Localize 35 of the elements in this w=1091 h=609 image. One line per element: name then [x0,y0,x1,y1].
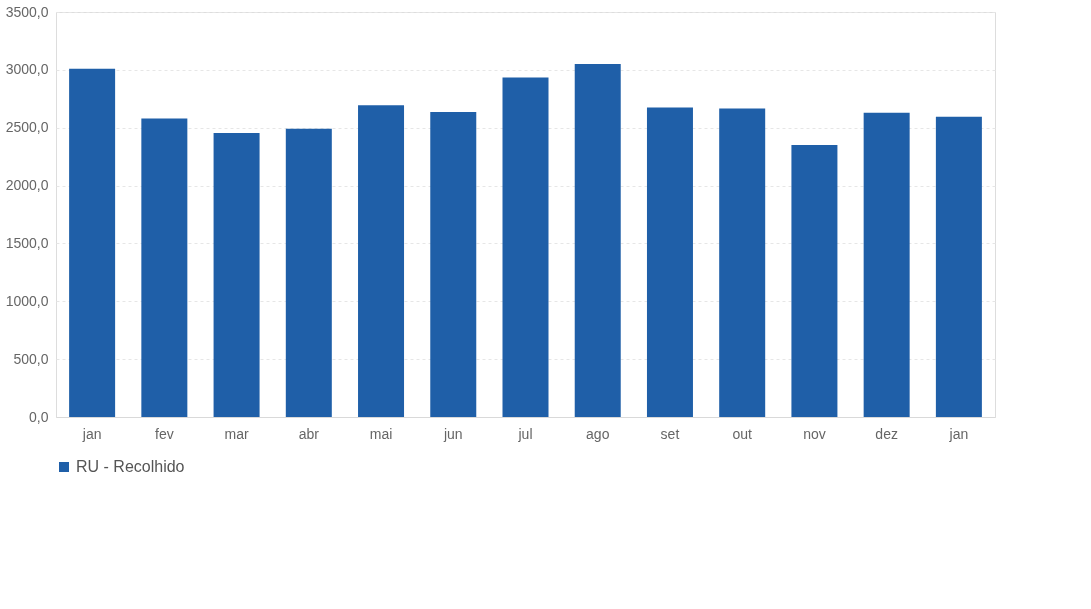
x-tick-label: jan [81,425,102,442]
x-tick-label: jul [517,425,533,442]
bar [141,118,188,417]
x-tick-label: fev [155,425,174,442]
x-tick-label: jun [442,425,463,442]
bar [213,132,260,417]
y-tick-label: 2000,0 [5,177,49,194]
x-tick-label: jan [948,425,969,442]
y-tick-label: 3000,0 [5,61,49,78]
y-tick-label: 3500,0 [5,3,49,20]
x-tick-label: out [732,425,753,442]
legend-label: RU - Recolhido [76,458,185,475]
bar [935,116,982,417]
x-tick-label: nov [803,425,826,442]
y-tick-label: 500,0 [13,350,49,367]
bar [719,108,766,417]
bar [358,105,405,417]
y-tick-label: 2500,0 [5,119,49,136]
x-tick-label: dez [875,425,898,442]
x-tick-label: ago [586,425,610,442]
bar [430,112,477,417]
bar [646,107,693,417]
bar [791,145,838,417]
bar [69,68,116,417]
x-tick-label: set [660,425,680,442]
y-tick-label: 0,0 [29,408,49,425]
x-tick-label: abr [298,425,320,442]
y-tick-label: 1000,0 [5,292,49,309]
bar [863,112,910,417]
bar [502,77,549,417]
bar [285,128,332,417]
x-tick-label: mai [369,425,393,442]
y-tick-label: 1500,0 [5,234,49,251]
bar [574,64,621,417]
x-tick-label: mar [224,425,249,442]
